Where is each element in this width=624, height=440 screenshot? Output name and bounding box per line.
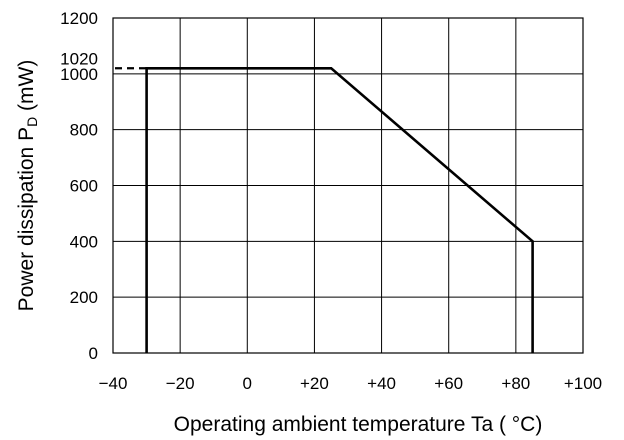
y-tick-label: 600 bbox=[70, 177, 98, 196]
x-tick-label: −40 bbox=[99, 374, 128, 393]
y-tick-label: 400 bbox=[70, 232, 98, 251]
y-axis-title: Power dissipation PD (mW) bbox=[15, 60, 40, 312]
x-tick-label: +80 bbox=[501, 374, 530, 393]
y-tick-label: 200 bbox=[70, 288, 98, 307]
y-axis-title-unit: (mW) bbox=[15, 60, 38, 117]
y-axis-title-subscript: D bbox=[24, 117, 40, 127]
x-tick-label: +100 bbox=[564, 374, 602, 393]
series-line bbox=[145, 67, 534, 353]
x-tick-label: +60 bbox=[434, 374, 463, 393]
series-layer bbox=[115, 67, 534, 353]
grid-lines bbox=[113, 18, 583, 353]
y-tick-label: 0 bbox=[89, 344, 98, 363]
y-tick-label-extra: 1020 bbox=[60, 49, 98, 68]
x-axis-title: Operating ambient temperature Ta ( °C) bbox=[174, 413, 543, 436]
y-tick-label: 1000 bbox=[60, 65, 98, 84]
y-tick-label: 800 bbox=[70, 121, 98, 140]
y-axis-title-main: Power dissipation P bbox=[15, 127, 38, 311]
plot-frame bbox=[112, 17, 584, 354]
x-tick-label: +20 bbox=[300, 374, 329, 393]
x-tick-label: +40 bbox=[367, 374, 396, 393]
x-tick-label: −20 bbox=[166, 374, 195, 393]
tick-labels: −40 −20 0 +20 +40 +60 +80 +100 0 200 400 600 800 1000… bbox=[60, 9, 602, 393]
x-tick-label: 0 bbox=[243, 374, 252, 393]
y-tick-label: 1200 bbox=[60, 9, 98, 28]
